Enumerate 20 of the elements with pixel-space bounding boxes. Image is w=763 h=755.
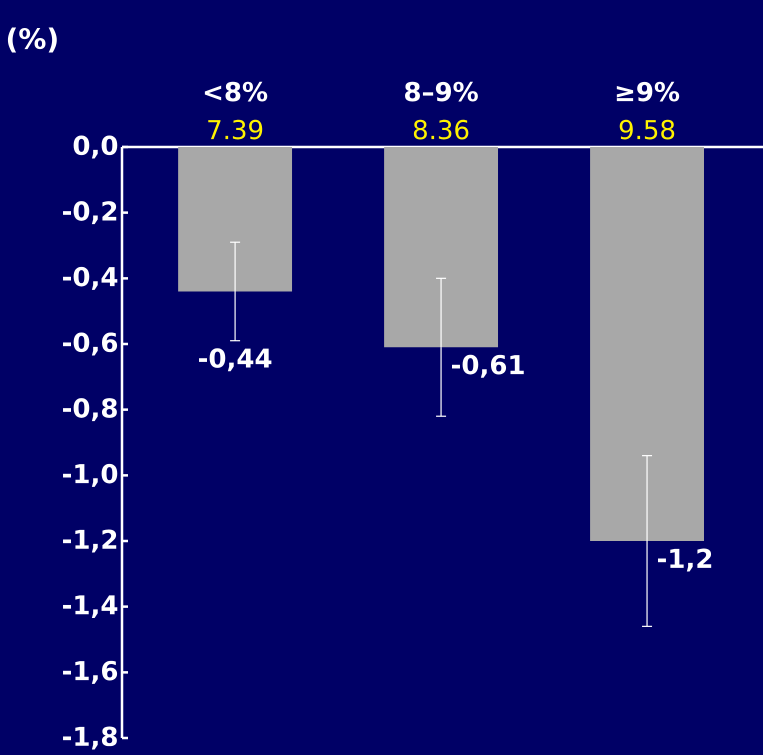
y-tick-label: 0,0 <box>74 135 118 158</box>
data-label: -0,61 <box>452 354 524 378</box>
text: 7.39 <box>208 120 262 140</box>
x-tick-label: <8% <box>204 82 268 102</box>
data-label: -0,44 <box>199 348 272 372</box>
y-tick-label: -1,2 <box>63 529 116 552</box>
data-label: -1,2 <box>658 548 712 572</box>
x-tick-label: 8–9% <box>405 82 478 102</box>
y-tick-label: -0,4 <box>63 266 118 290</box>
y-tick-label: -0,2 <box>63 201 116 224</box>
text: 8.36 <box>414 120 468 140</box>
x-tick-label: ≥9% <box>616 82 680 102</box>
y-tick-label: -0,8 <box>63 398 117 422</box>
chart-title: (%) <box>8 28 57 52</box>
text: 9.58 <box>620 120 674 140</box>
y-tick-label: -0,6 <box>63 332 118 356</box>
y-tick-label: -1,4 <box>63 595 118 618</box>
y-tick-label: -1,6 <box>63 660 118 684</box>
y-tick-label: -1,0 <box>63 464 118 487</box>
y-tick-label: -1,8 <box>63 726 117 750</box>
